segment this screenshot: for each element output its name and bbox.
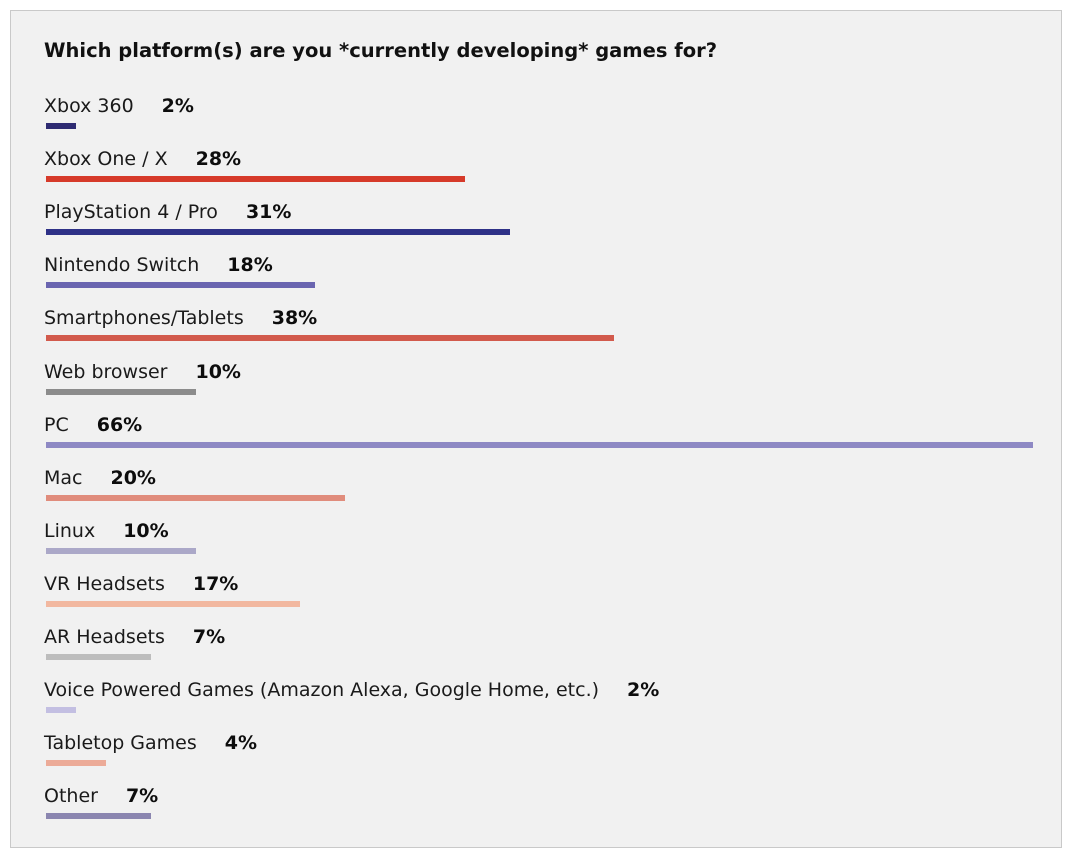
category-label: Xbox 360 [44, 95, 134, 117]
bar-row: Linux 10% [0, 518, 1074, 571]
category-label: PC [44, 413, 69, 436]
bar-label: PC 66% [44, 412, 142, 438]
value-label: 10% [195, 360, 241, 383]
bar [46, 335, 614, 342]
value-label: 2% [627, 679, 660, 702]
value-label: 10% [123, 519, 169, 542]
bar-row: VR Headsets 17% [0, 571, 1074, 624]
category-label: Xbox One / X [44, 148, 168, 171]
bar [46, 707, 76, 714]
bar [46, 229, 510, 236]
bar-label: Other 7% [44, 783, 158, 809]
bar-row: Xbox 360 2% [0, 93, 1074, 146]
bar [46, 441, 1033, 448]
bar-row: Xbox One / X 28% [0, 146, 1074, 199]
bar-row: Nintendo Switch 18% [0, 252, 1074, 305]
value-label: 31% [245, 201, 292, 224]
value-label: 2% [161, 95, 194, 117]
bar-label: Xbox 360 2% [44, 93, 194, 119]
bar [46, 282, 315, 289]
value-label: 7% [125, 785, 159, 808]
category-label: AR Headsets [44, 626, 165, 648]
bar-label: PlayStation 4 / Pro 31% [44, 199, 291, 225]
bar-label: Tabletop Games 4% [44, 730, 257, 756]
bar-label: Mac 20% [44, 465, 156, 491]
value-label: 18% [227, 254, 273, 277]
bar-row: PC 66% [0, 412, 1074, 465]
bar-row: Other 7% [0, 783, 1074, 836]
category-label: Mac [44, 466, 83, 489]
bar-row: Mac 20% [0, 465, 1074, 518]
bar [46, 600, 300, 607]
value-label: 66% [96, 413, 143, 436]
bar-row: Web browser 10% [0, 359, 1074, 412]
bar [46, 654, 151, 660]
category-label: Smartphones/Tablets [44, 307, 244, 330]
value-label: 7% [192, 626, 226, 648]
bar-row: Smartphones/Tablets 38% [0, 305, 1074, 358]
bar-label: VR Headsets 17% [44, 571, 238, 597]
bar [46, 494, 345, 501]
bar-label: Smartphones/Tablets 38% [44, 305, 317, 331]
bar [46, 176, 465, 183]
bar-row: Voice Powered Games (Amazon Alexa, Googl… [0, 677, 1074, 730]
bar [46, 813, 151, 820]
bar [46, 123, 76, 129]
bar-row: Tabletop Games 4% [0, 730, 1074, 783]
value-label: 20% [110, 466, 156, 489]
category-label: Tabletop Games [44, 732, 197, 755]
bar-label: AR Headsets 7% [44, 624, 225, 650]
chart-frame [10, 10, 1062, 848]
bar-label: Xbox One / X 28% [44, 146, 241, 172]
bar-row: PlayStation 4 / Pro 31% [0, 199, 1074, 252]
category-label: Nintendo Switch [44, 254, 200, 277]
chart-title: Which platform(s) are you *currently dev… [44, 39, 718, 62]
bar [46, 388, 196, 395]
bar [46, 547, 196, 554]
bar-label: Linux 10% [44, 518, 169, 544]
value-label: 28% [195, 148, 242, 171]
value-label: 17% [192, 572, 239, 595]
category-label: PlayStation 4 / Pro [44, 201, 218, 224]
value-label: 4% [224, 732, 258, 755]
category-label: Other [44, 785, 98, 808]
bar [46, 760, 106, 767]
category-label: Voice Powered Games (Amazon Alexa, Googl… [44, 679, 600, 702]
bar-label: Voice Powered Games (Amazon Alexa, Googl… [44, 677, 659, 703]
bar-row: AR Headsets 7% [0, 624, 1074, 677]
category-label: Linux [44, 519, 96, 542]
bar-label: Nintendo Switch 18% [44, 252, 273, 278]
bar-label: Web browser 10% [44, 359, 241, 385]
value-label: 38% [271, 307, 318, 330]
category-label: Web browser [44, 360, 168, 383]
category-label: VR Headsets [44, 572, 165, 595]
